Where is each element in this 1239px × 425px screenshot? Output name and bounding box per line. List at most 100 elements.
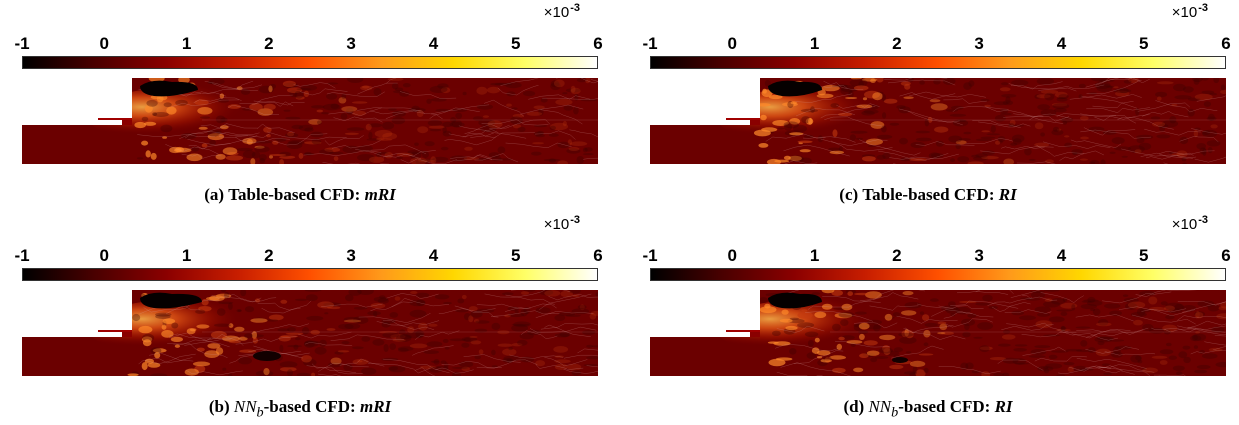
contour-line bbox=[476, 359, 538, 369]
turbulence-blob bbox=[414, 142, 419, 146]
turbulence-blob bbox=[858, 330, 869, 334]
turbulence-blob bbox=[134, 121, 146, 129]
turbulence-blob bbox=[217, 98, 230, 103]
contour-line bbox=[235, 136, 290, 143]
turbulence-blob bbox=[874, 356, 889, 359]
turbulence-blob bbox=[883, 98, 898, 104]
turbulence-blob bbox=[853, 85, 869, 91]
turbulence-blob bbox=[358, 145, 373, 152]
turbulence-blob bbox=[785, 325, 798, 331]
turbulence-blob bbox=[1051, 129, 1064, 136]
turbulence-blob bbox=[1078, 368, 1094, 371]
turbulence-blob bbox=[980, 98, 990, 102]
shear-layer bbox=[87, 86, 307, 146]
turbulence-blob bbox=[582, 330, 596, 335]
turbulence-blob bbox=[512, 124, 522, 129]
contour-line bbox=[1097, 364, 1155, 373]
contour-line bbox=[945, 318, 993, 328]
turbulence-blob bbox=[590, 310, 598, 316]
turbulence-blob bbox=[993, 101, 1009, 106]
turbulence-blob bbox=[1043, 301, 1060, 308]
turbulence-blob bbox=[398, 329, 406, 337]
turbulence-blob bbox=[915, 137, 932, 142]
turbulence-blob bbox=[1092, 308, 1101, 316]
turbulence-blob bbox=[224, 292, 230, 299]
turbulence-blob bbox=[279, 151, 291, 157]
turbulence-blob bbox=[1048, 354, 1058, 360]
turbulence-blob bbox=[1072, 151, 1078, 156]
turbulence-blob bbox=[817, 135, 824, 143]
contour-line bbox=[450, 154, 493, 161]
turbulence-blob bbox=[971, 154, 980, 158]
turbulence-blob bbox=[840, 319, 849, 326]
turbulence-blob bbox=[868, 145, 876, 148]
turbulence-blob bbox=[410, 157, 427, 164]
contour-line bbox=[904, 324, 954, 334]
contour-line bbox=[1085, 346, 1140, 354]
turbulence-blob bbox=[1095, 348, 1111, 357]
turbulence-blob bbox=[1028, 158, 1036, 162]
turbulence-blob bbox=[141, 362, 148, 371]
turbulence-blob bbox=[285, 332, 304, 335]
turbulence-blob bbox=[811, 292, 821, 296]
turbulence-blob bbox=[1193, 333, 1207, 341]
turbulence-blob bbox=[1075, 326, 1091, 329]
turbulence-blob bbox=[535, 134, 545, 138]
contour-line bbox=[1190, 348, 1226, 355]
turbulence-blob bbox=[1060, 325, 1066, 332]
turbulence-blob bbox=[249, 103, 263, 111]
turbulence-blob bbox=[772, 120, 789, 126]
turbulence-blob bbox=[1030, 349, 1047, 355]
turbulence-blob bbox=[389, 343, 397, 350]
contour-line bbox=[438, 308, 496, 315]
contour-line bbox=[1040, 292, 1084, 304]
contour-line bbox=[1144, 128, 1201, 136]
turbulence-blob bbox=[1201, 90, 1215, 95]
turbulence-blob bbox=[783, 155, 791, 160]
contour-line bbox=[412, 345, 454, 356]
turbulence-blob bbox=[1209, 92, 1218, 96]
turbulence-blob bbox=[1052, 102, 1068, 107]
turbulence-blob bbox=[576, 78, 587, 83]
turbulence-blob bbox=[1152, 121, 1166, 127]
contour-line bbox=[1059, 150, 1105, 161]
turbulence-blob bbox=[586, 355, 598, 360]
turbulence-blob bbox=[910, 141, 925, 149]
turbulence-blob bbox=[1009, 119, 1016, 126]
contour-line bbox=[535, 364, 584, 370]
turbulence-blob bbox=[455, 112, 463, 119]
turbulence-blob bbox=[999, 108, 1009, 114]
turbulence-blob bbox=[483, 115, 489, 118]
turbulence-blob bbox=[850, 130, 868, 134]
turbulence-blob bbox=[768, 94, 783, 100]
turbulence-blob bbox=[491, 156, 502, 162]
turbulence-blob bbox=[520, 356, 535, 363]
turbulence-blob bbox=[392, 338, 406, 342]
turbulence-blob bbox=[337, 350, 350, 353]
injector-line bbox=[726, 118, 760, 120]
contour-line bbox=[304, 342, 353, 347]
turbulence-blob bbox=[979, 345, 990, 353]
turbulence-blob bbox=[428, 125, 445, 129]
turbulence-blob bbox=[848, 90, 854, 99]
turbulence-blob bbox=[357, 360, 363, 363]
turbulence-blob bbox=[195, 309, 206, 314]
turbulence-blob bbox=[394, 296, 401, 301]
turbulence-blob bbox=[388, 366, 406, 373]
turbulence-blob bbox=[999, 112, 1012, 116]
contour-line bbox=[915, 141, 975, 146]
contour-line bbox=[1145, 156, 1197, 160]
turbulence-blob bbox=[904, 301, 922, 309]
turbulence-blob bbox=[198, 126, 208, 130]
colorbar-tick-label: 0 bbox=[727, 34, 738, 53]
turbulence-blob bbox=[150, 373, 168, 376]
turbulence-blob bbox=[1002, 357, 1019, 364]
turbulence-blob bbox=[863, 340, 878, 346]
turbulence-blob bbox=[407, 326, 415, 334]
turbulence-blob bbox=[314, 346, 327, 355]
turbulence-blob bbox=[930, 153, 944, 158]
turbulence-blob bbox=[423, 350, 440, 354]
turbulence-blob bbox=[474, 328, 488, 333]
turbulence-blob bbox=[1037, 312, 1051, 317]
contour-line bbox=[569, 129, 598, 138]
